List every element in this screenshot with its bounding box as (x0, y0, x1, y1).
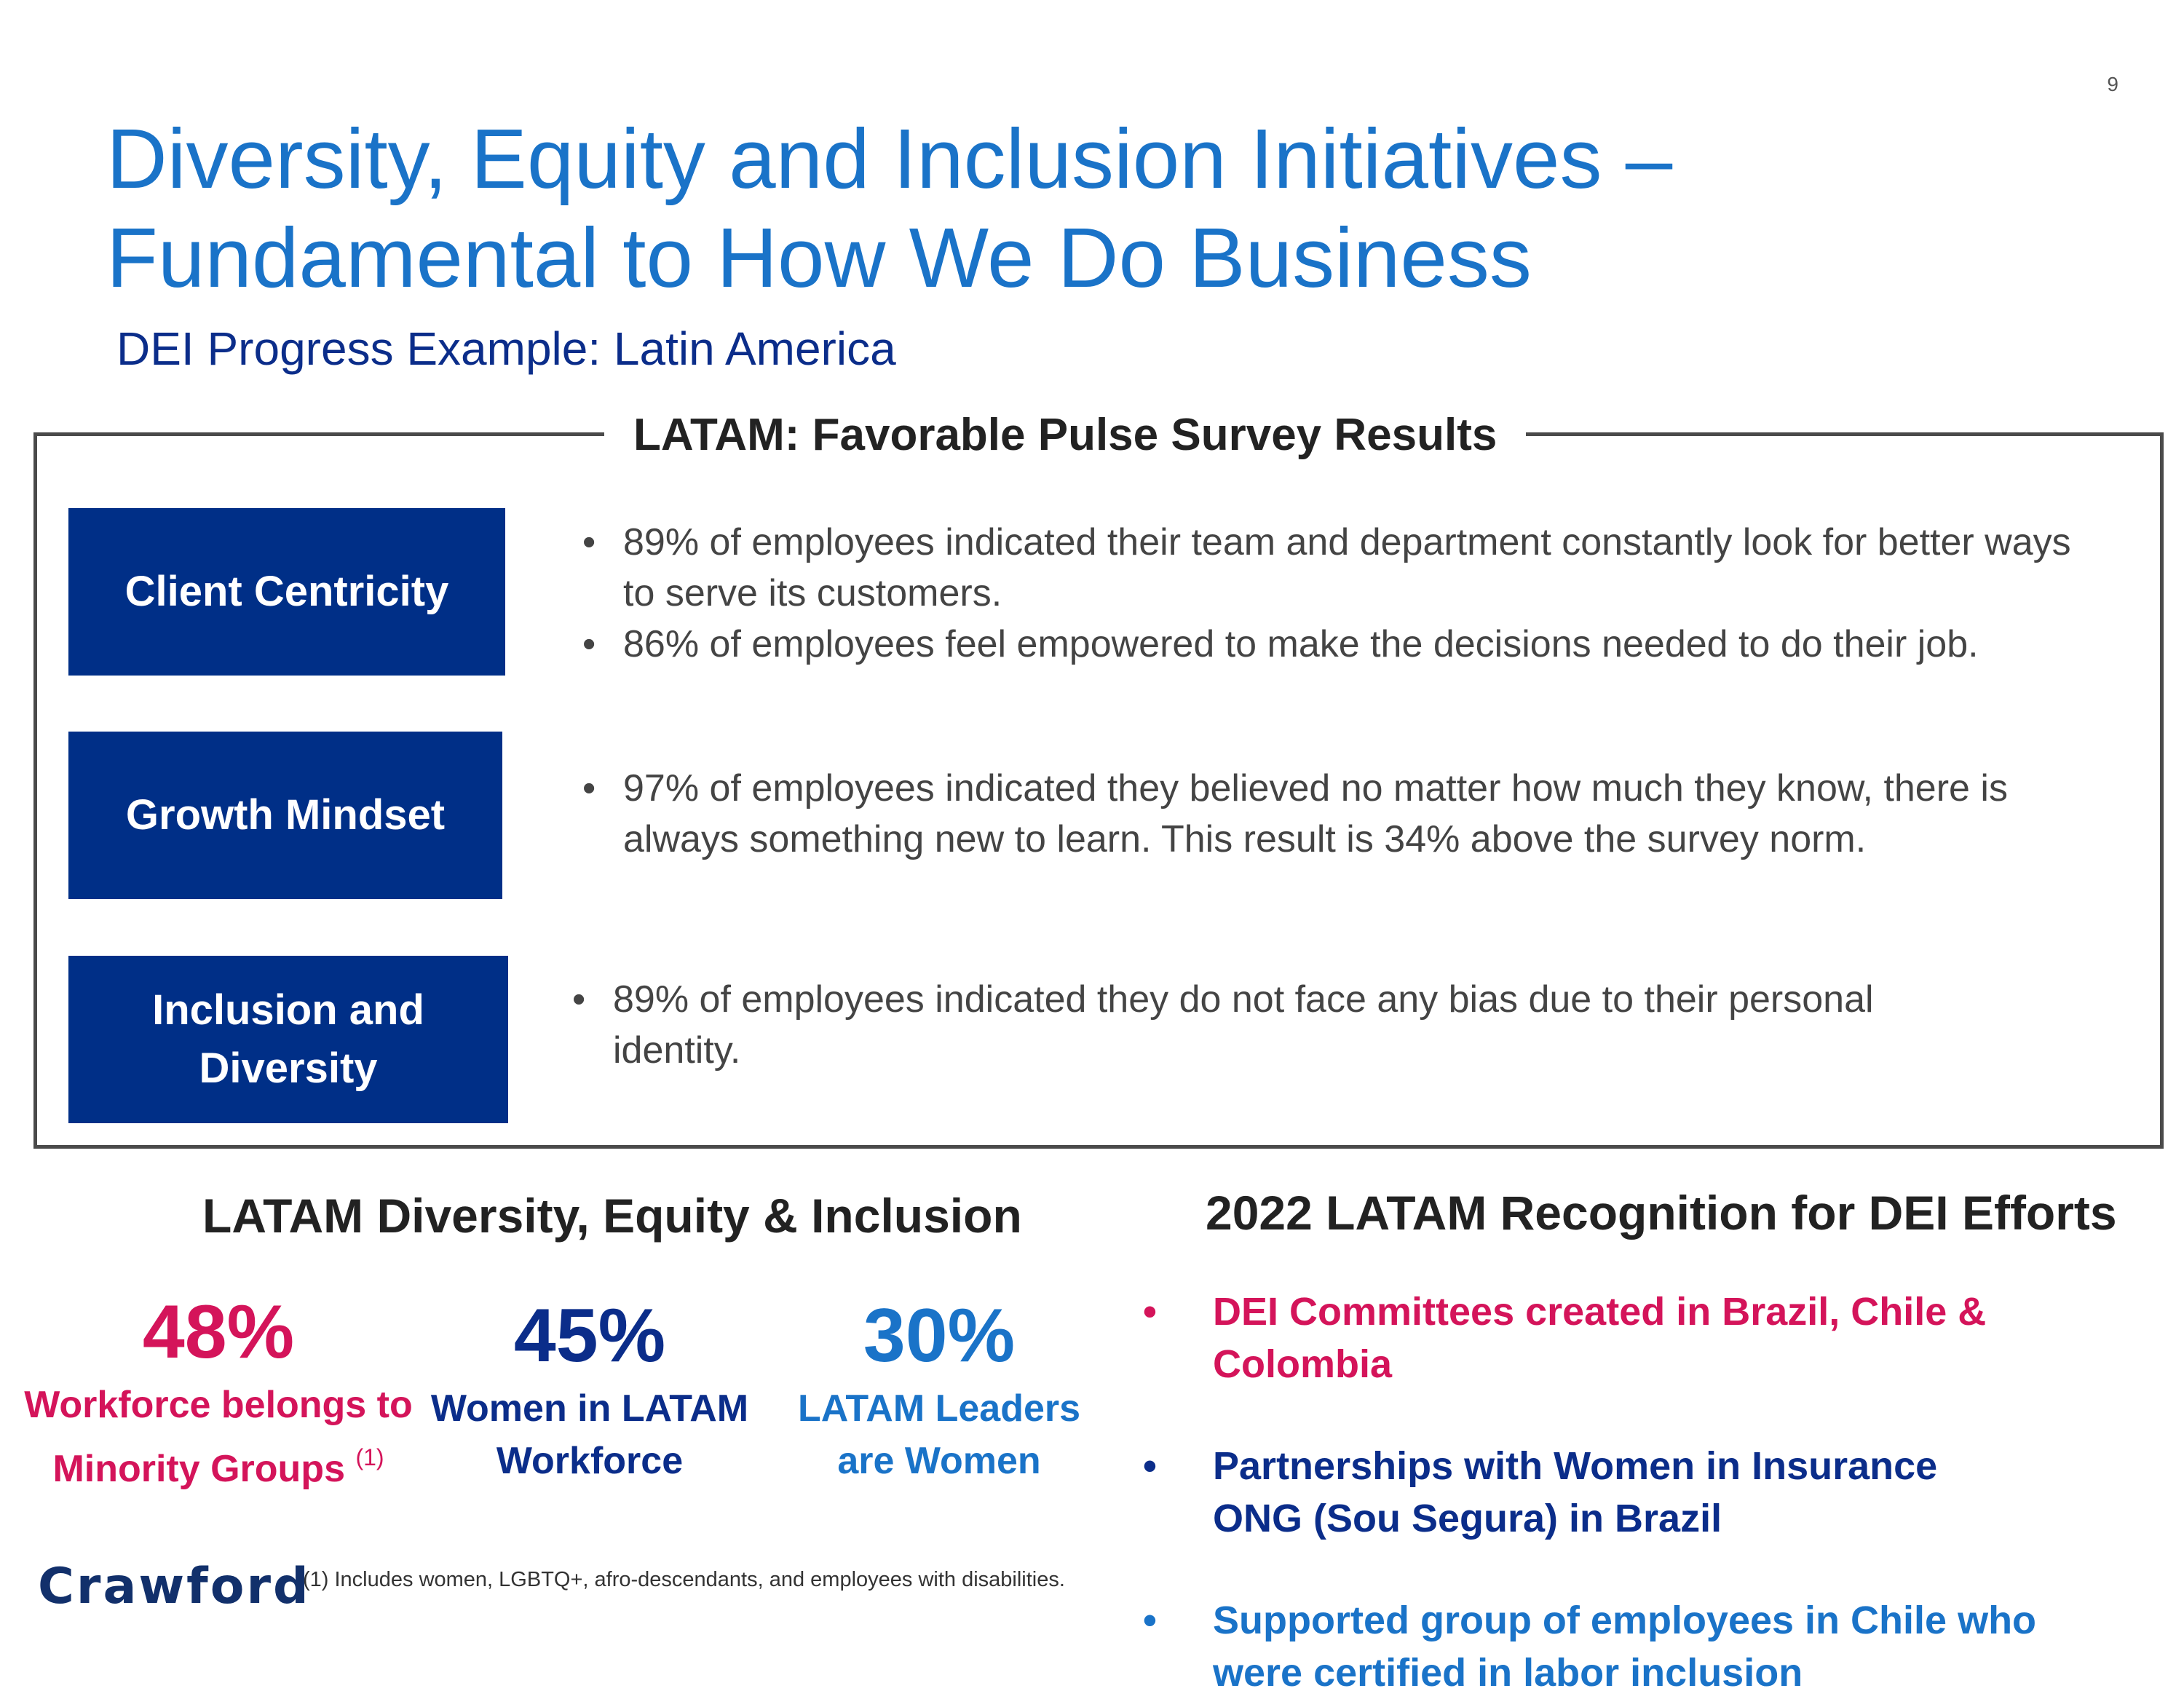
stat-value: 45% (513, 1294, 666, 1378)
page-number: 9 (2107, 73, 2118, 95)
stat-minority-groups: 48% Workforce belongs to Minority Groups… (15, 1288, 422, 1495)
survey-heading: LATAM: Favorable Pulse Survey Results (604, 409, 1527, 461)
bullet-item: 89% of employees indicated their team an… (582, 517, 2082, 619)
stat-value: 48% (142, 1290, 295, 1374)
category-growth-mindset: Growth Mindset (68, 732, 502, 899)
page-subtitle: DEI Progress Example: Latin America (116, 322, 896, 375)
category-label-line-1: Inclusion and (152, 986, 424, 1034)
page-title-line-2: Fundamental to How We Do Business (106, 210, 1532, 305)
stat-women-workforce: 45% Women in LATAM Workforce (430, 1292, 750, 1487)
growth-mindset-bullets: 97% of employees indicated they believed… (582, 763, 2097, 865)
recognition-list: DEI Committees created in Brazil, Chile … (1143, 1286, 2140, 1699)
page-title: Diversity, Equity and Inclusion Initiati… (106, 109, 1999, 307)
category-label: Growth Mindset (125, 791, 446, 839)
stat-label: Women in LATAM Workforce (430, 1382, 750, 1487)
bullet-item: 89% of employees indicated they do not f… (572, 974, 1955, 1076)
stat-label-line-2: are Women (837, 1440, 1041, 1482)
recognition-item: DEI Committees created in Brazil, Chile … (1143, 1286, 2140, 1390)
inclusion-diversity-bullets: 89% of employees indicated they do not f… (572, 974, 1955, 1076)
recognition-heading: 2022 LATAM Recognition for DEI Efforts (1206, 1186, 2117, 1240)
footnote: (1) Includes women, LGBTQ+, afro-descend… (303, 1568, 1065, 1591)
stat-label-line-1: Workforce belongs to (24, 1384, 413, 1426)
category-inclusion-diversity: Inclusion and Diversity (68, 956, 508, 1123)
bullet-item: 97% of employees indicated they believed… (582, 763, 2097, 865)
stat-label-line-2: Workforce (496, 1440, 684, 1482)
stat-label-line-1: Women in LATAM (430, 1387, 749, 1430)
stat-label-line-2: Minority Groups (52, 1448, 345, 1490)
stat-label: LATAM Leaders are Women (786, 1382, 1092, 1487)
dei-heading: LATAM Diversity, Equity & Inclusion (202, 1189, 1022, 1243)
stat-value: 30% (863, 1294, 1016, 1378)
stat-label: Workforce belongs to Minority Groups (1) (15, 1379, 422, 1495)
stat-women-leaders: 30% LATAM Leaders are Women (786, 1292, 1092, 1487)
category-label-line-2: Diversity (199, 1045, 378, 1092)
stat-label-line-1: LATAM Leaders (797, 1387, 1081, 1430)
recognition-item: Supported group of employees in Chile wh… (1143, 1594, 2123, 1699)
page-title-line-1: Diversity, Equity and Inclusion Initiati… (106, 111, 1673, 206)
bullet-item: 86% of employees feel empowered to make … (582, 619, 2082, 670)
footnote-ref: (1) (355, 1444, 384, 1470)
recognition-item: Partnerships with Women in Insurance ONG… (1143, 1440, 2035, 1545)
client-centricity-bullets: 89% of employees indicated their team an… (582, 517, 2082, 670)
category-label: Client Centricity (124, 568, 449, 615)
category-client-centricity: Client Centricity (68, 508, 505, 676)
crawford-logo: Crawford (38, 1558, 311, 1615)
